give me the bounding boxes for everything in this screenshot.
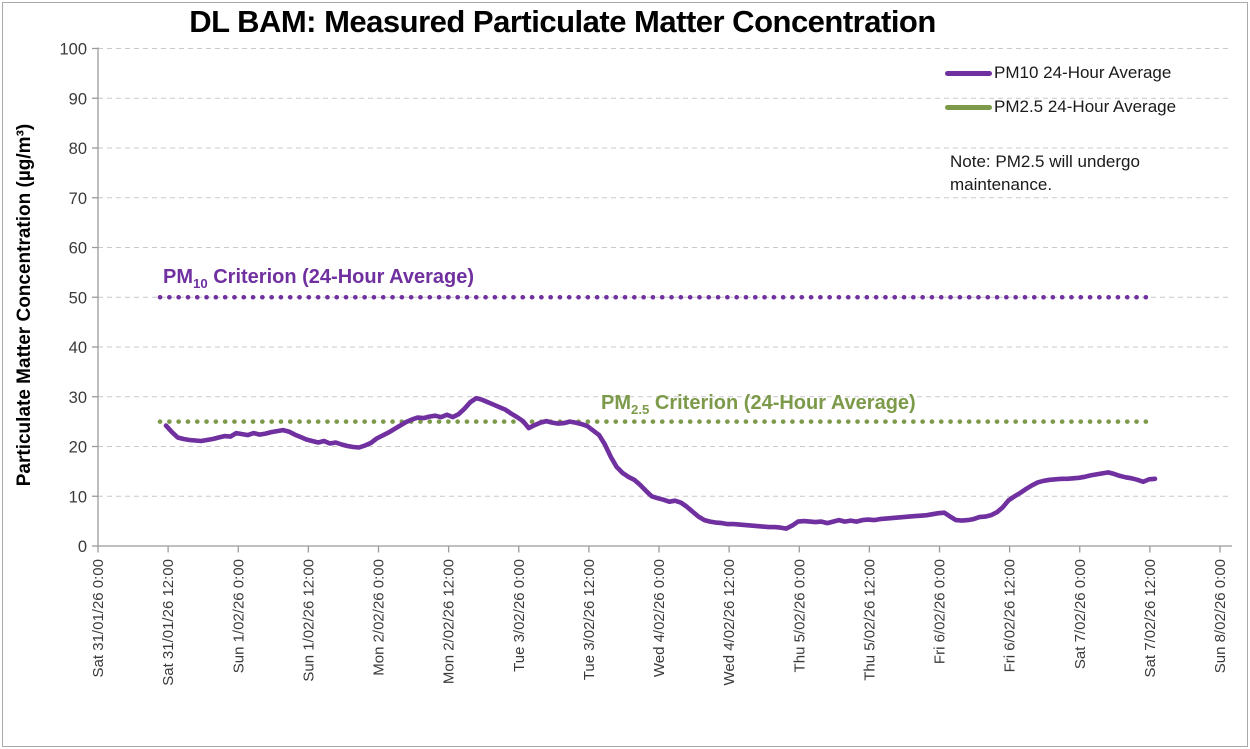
x-tick-label: Fri 6/02/26 12:00 (1002, 559, 1019, 672)
y-tick-label: 0 (78, 538, 87, 556)
pm10-legend-line-icon (945, 70, 992, 76)
y-tick-label: 40 (69, 339, 87, 357)
x-tick-label: Sun 1/02/26 0:00 (230, 559, 247, 673)
y-tick-label: 30 (69, 389, 87, 407)
legend-label-pm25: PM2.5 24-Hour Average (994, 97, 1177, 116)
legend-item-pm10: PM10 24-Hour Average (945, 62, 1171, 84)
legend-label-pm10: PM10 24-Hour Average (994, 63, 1172, 82)
pm25-criterion-label: PM2.5 Criterion (24-Hour Average) (601, 391, 916, 422)
x-tick-label: Sun 8/02/26 0:00 (1212, 559, 1229, 673)
pm25-criterion-suffix: Criterion (24-Hour Average) (649, 392, 916, 414)
y-tick-label: 50 (69, 289, 87, 307)
y-tick-label: 90 (69, 90, 87, 108)
legend-item-pm25: PM2.5 24-Hour Average (945, 96, 1176, 118)
x-tick-label: Sat 31/01/26 12:00 (160, 559, 177, 686)
y-tick-label: 20 (69, 439, 87, 457)
pm10-series-line (163, 395, 1158, 531)
x-tick-label: Sat 7/02/26 12:00 (1142, 559, 1159, 677)
x-tick-label: Mon 2/02/26 12:00 (441, 559, 458, 684)
x-tick-label: Tue 3/02/26 12:00 (581, 559, 598, 680)
x-tick-label: Thu 5/02/26 12:00 (861, 559, 878, 681)
pm10-criterion-suffix: Criterion (24-Hour Average) (207, 266, 475, 288)
x-tick-label: Mon 2/02/26 0:00 (371, 559, 388, 676)
x-tick-label: Thu 5/02/26 0:00 (791, 559, 808, 672)
y-tick-label: 100 (59, 41, 87, 59)
x-tick-label: Tue 3/02/26 0:00 (511, 559, 528, 672)
maintenance-note: Note: PM2.5 will undergo maintenance. (950, 152, 1140, 194)
x-tick-label: Sun 1/02/26 12:00 (300, 559, 317, 682)
x-tick-label: Fri 6/02/26 0:00 (932, 559, 949, 664)
x-tick-label: Sat 7/02/26 0:00 (1072, 559, 1089, 669)
pm25-legend-line-icon (945, 104, 992, 110)
x-tick-label: Wed 4/02/26 0:00 (651, 559, 668, 677)
x-tick-label: Sat 31/01/26 0:00 (90, 559, 107, 677)
pm10-criterion-label: PM10 Criterion (24-Hour Average) (163, 265, 474, 296)
pm25-criterion-subscript: 2.5 (631, 402, 650, 417)
y-tick-label: 80 (69, 140, 87, 158)
y-axis-title: Particulate Matter Concentration (µg/m³) (14, 123, 35, 487)
pm25-criterion-prefix: PM (601, 392, 631, 414)
pm10-criterion-subscript: 10 (193, 276, 208, 291)
y-tick-label: 10 (69, 488, 87, 506)
chart-title: DL BAM: Measured Particulate Matter Conc… (189, 4, 936, 39)
y-tick-label: 70 (69, 190, 87, 208)
pm10-criterion-prefix: PM (163, 266, 193, 288)
y-tick-label: 60 (69, 240, 87, 258)
x-tick-label: Wed 4/02/26 12:00 (721, 559, 738, 686)
